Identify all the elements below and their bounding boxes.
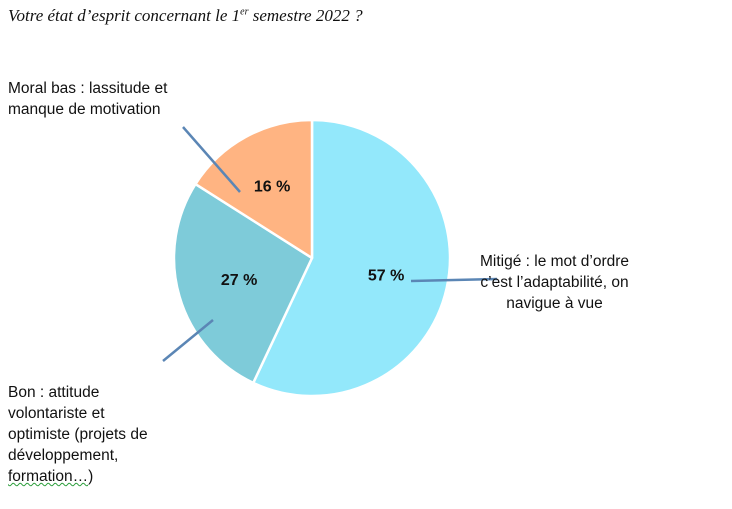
chart-title: Votre état d’esprit concernant le 1er se… xyxy=(8,6,363,25)
leader-line-moral xyxy=(182,126,241,193)
pie-value-label-moral: 16 % xyxy=(254,178,290,195)
pie-slice-bon xyxy=(172,182,314,385)
pie-value-label-mitige: 57 % xyxy=(368,268,404,285)
pie-value-label-bon: 27 % xyxy=(221,272,257,289)
label-moral-bas: Moral bas : lassitude et manque de motiv… xyxy=(8,80,168,118)
leader-line-bon xyxy=(162,319,214,362)
pie-slice-mitige xyxy=(251,118,452,398)
label-mitige: Mitigé : le mot d’ordre c’est l’adaptabi… xyxy=(480,253,630,312)
pie-slice-moral xyxy=(194,118,314,260)
label-bon: Bon : attitude volontariste et optimiste… xyxy=(8,384,148,485)
leader-line-mitige xyxy=(410,277,498,283)
spellcheck-underlined-text: formation… xyxy=(8,468,89,485)
